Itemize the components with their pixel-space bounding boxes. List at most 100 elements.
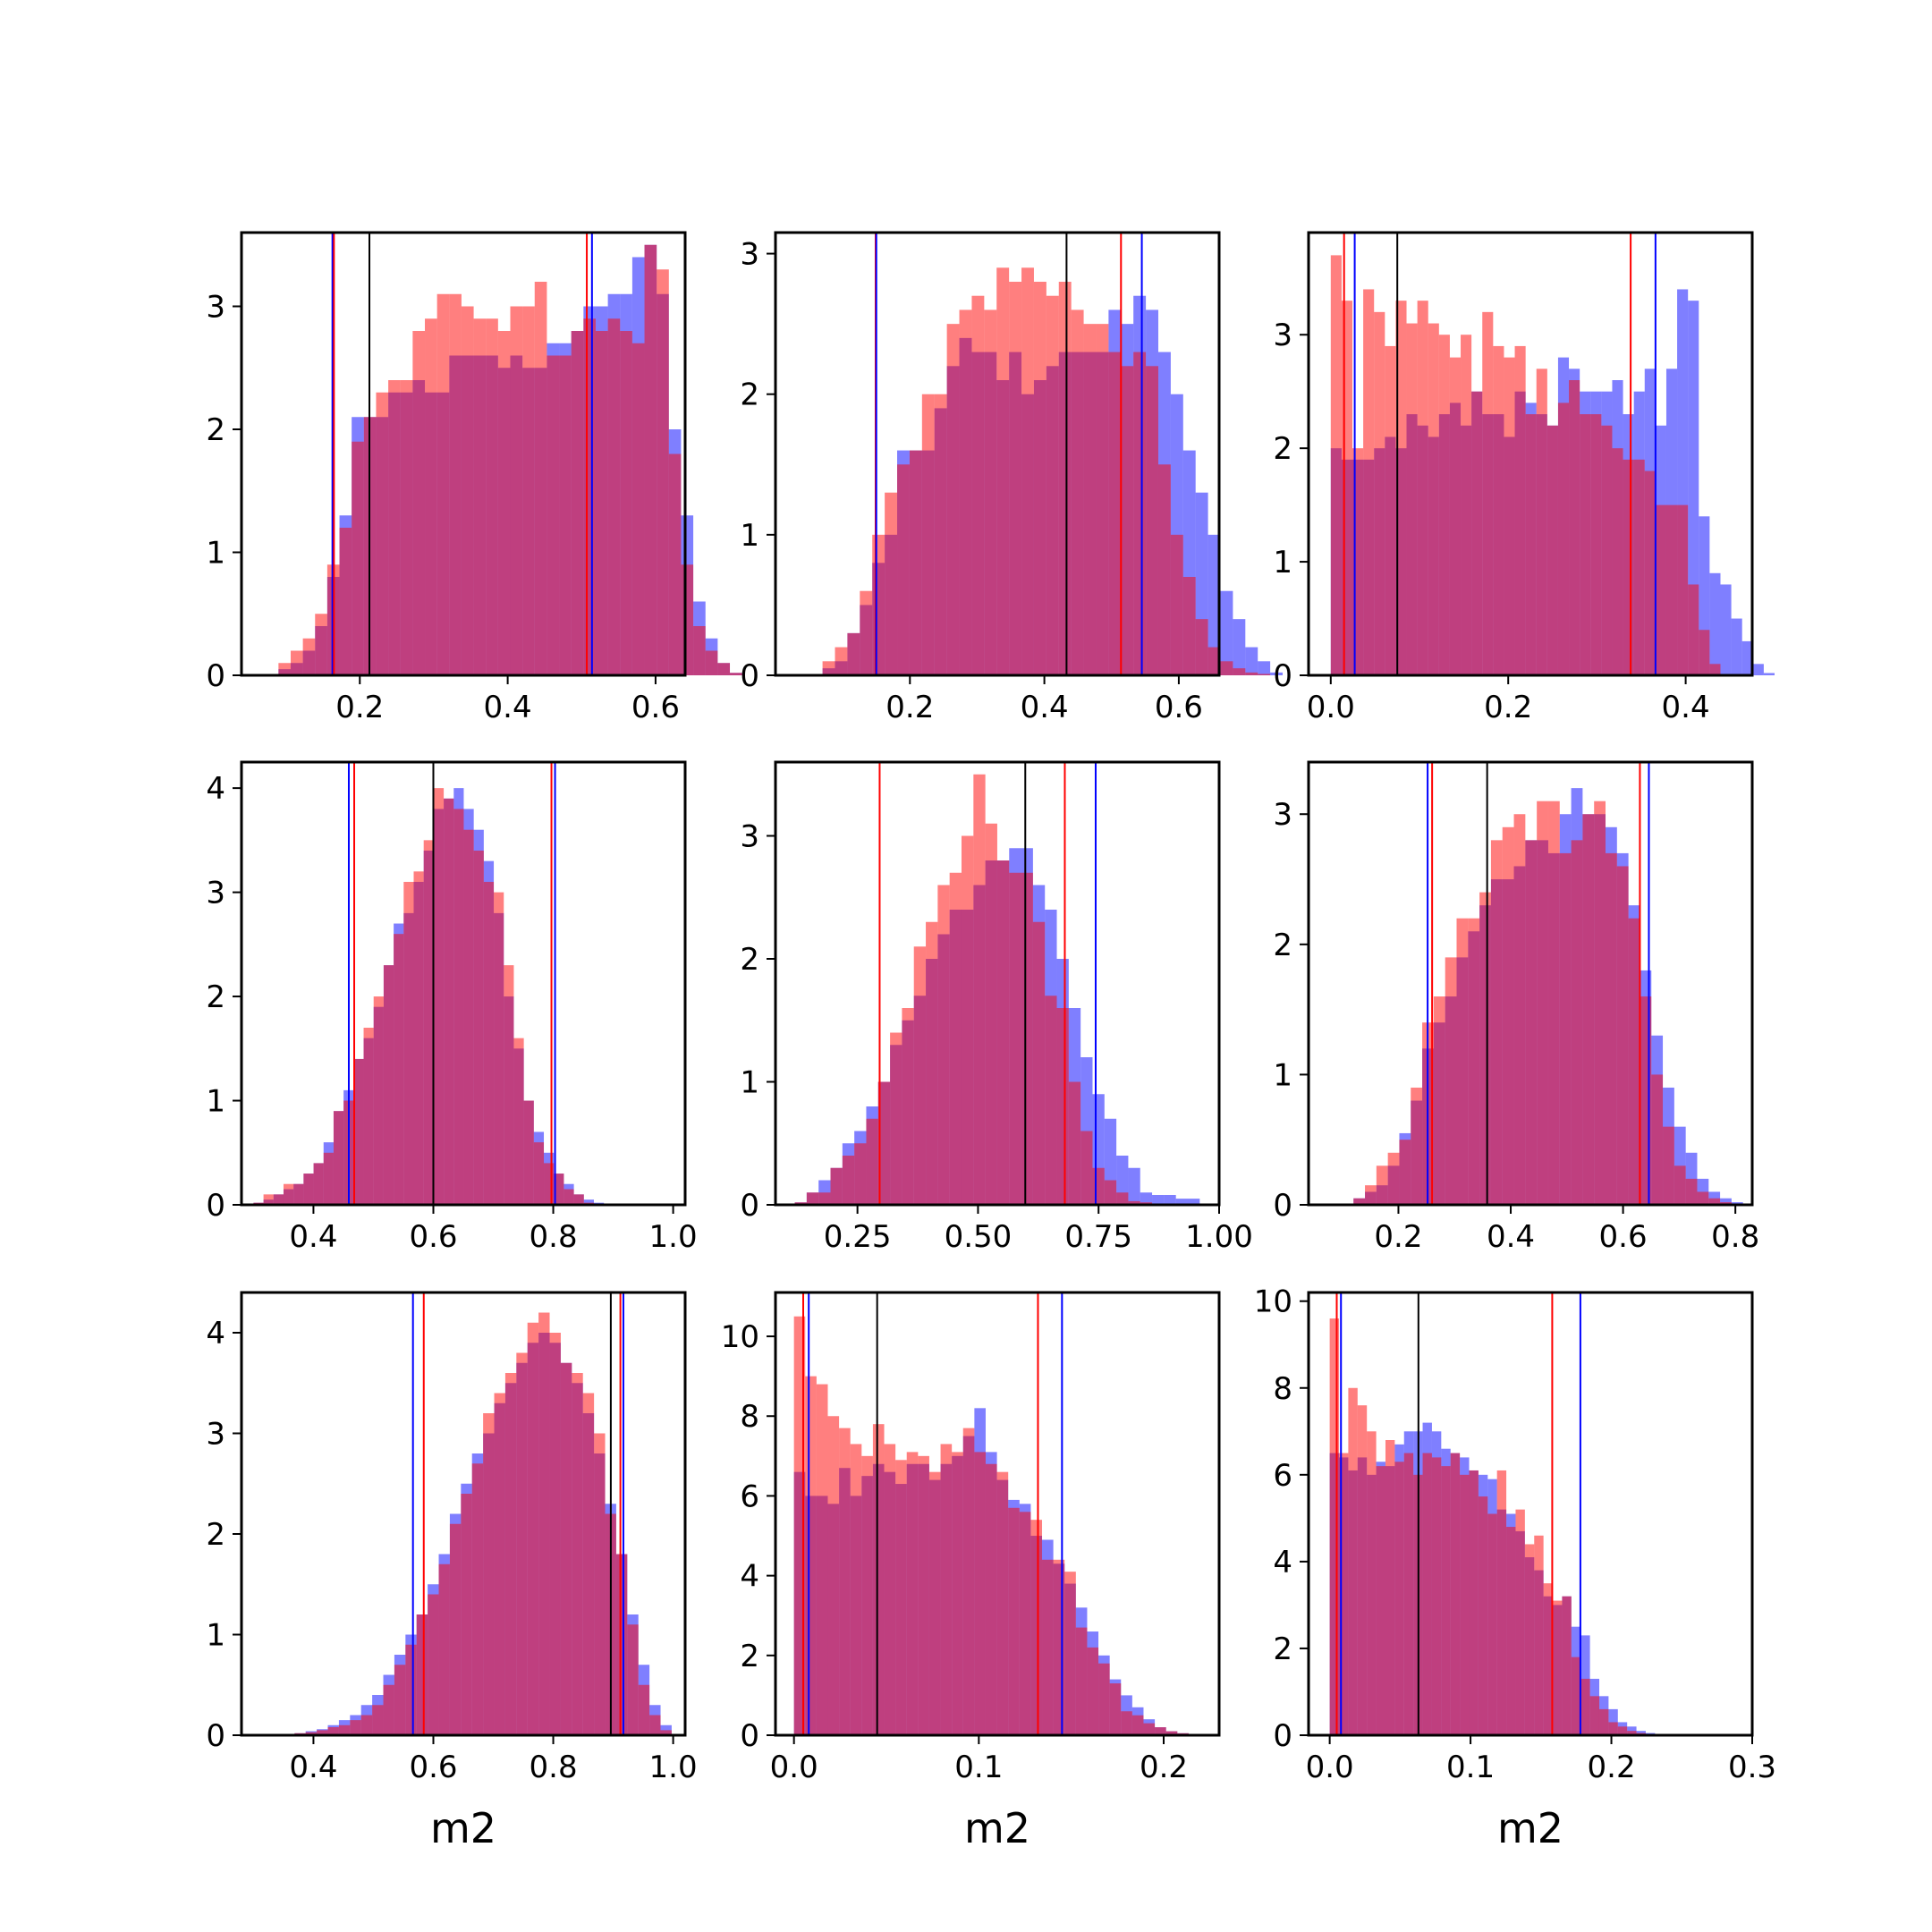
y-tick-label: 1 (206, 536, 225, 572)
histogram-bar (303, 1174, 314, 1205)
histogram-bar (949, 872, 962, 1205)
histogram-bar (486, 318, 498, 675)
y-tick-label: 3 (740, 819, 759, 855)
histogram-bar (959, 309, 972, 675)
y-tick-label: 4 (206, 771, 225, 807)
histogram-bar (1496, 1470, 1507, 1735)
histogram-bar (449, 293, 462, 675)
histogram-bar (973, 774, 986, 1205)
x-tick-label: 0.0 (1307, 690, 1355, 725)
x-tick-label: 0.6 (631, 690, 680, 725)
histogram-bar (1208, 534, 1221, 675)
histogram-bar (1559, 852, 1572, 1205)
histogram-bar (1021, 267, 1034, 675)
histogram-bar (444, 798, 454, 1205)
histogram-bar (860, 590, 873, 675)
histogram-bar (376, 392, 389, 675)
histogram-bar (1403, 1453, 1414, 1735)
histogram-bar (1165, 1731, 1178, 1735)
histogram-bar (572, 1373, 583, 1735)
histogram-bar (1128, 1167, 1140, 1205)
y-tick-label: 4 (740, 1559, 759, 1595)
histogram-bar (538, 1312, 550, 1735)
y-tick-label: 2 (206, 412, 225, 448)
y-tick-label: 1 (1273, 545, 1292, 580)
x-tick-label: 0.2 (1140, 1750, 1188, 1785)
histogram-bar (1155, 1727, 1166, 1735)
histogram-bar (1188, 1199, 1200, 1205)
histogram-bar (1033, 282, 1046, 675)
histogram-bar (1233, 619, 1246, 675)
histogram-bar (1580, 1678, 1590, 1735)
x-tick-label: 0.3 (1728, 1750, 1776, 1785)
histogram-bar (631, 343, 645, 675)
histogram-bar (1606, 852, 1617, 1205)
histogram-bar (1515, 1509, 1525, 1735)
histogram-bar (681, 564, 694, 675)
histogram-bar (1431, 1457, 1442, 1735)
histogram-bar (847, 632, 860, 675)
histogram-bar (818, 1192, 831, 1205)
histogram-bar (1220, 661, 1233, 675)
histogram-bar (1245, 672, 1258, 675)
histogram-bar (1741, 640, 1753, 675)
histogram-bar (1546, 425, 1558, 675)
histogram-bar (513, 1038, 524, 1205)
histogram-panel-2: 0.2 0.4 0.6 0 1 2 3 (740, 231, 1284, 725)
histogram-bar (638, 1684, 650, 1735)
histogram-bar (1651, 1074, 1664, 1205)
histogram-bar (1032, 921, 1046, 1205)
histogram-bar (962, 1428, 975, 1735)
histogram-bar (1460, 1474, 1470, 1735)
y-tick-label: 2 (740, 942, 759, 978)
histogram-bar (984, 309, 997, 675)
histogram-bar (373, 996, 384, 1205)
histogram-bar (1471, 391, 1483, 675)
histogram-bar (1627, 1731, 1637, 1735)
histogram-bar (350, 1720, 361, 1735)
histogram-bar (872, 534, 886, 675)
histogram-bar (1170, 534, 1183, 675)
histogram-panel-3: 0.0 0.2 0.4 0 1 2 3 (1273, 231, 1775, 725)
histogram-bar (1009, 282, 1022, 675)
x-tick-label: 0.0 (1306, 1750, 1354, 1785)
histogram-bar (1571, 840, 1583, 1205)
histogram-bar (554, 1174, 564, 1205)
histogram-bar (805, 1376, 817, 1735)
histogram-bar (560, 1362, 572, 1735)
histogram-bar (522, 306, 535, 675)
histogram-bar (1395, 301, 1407, 675)
histogram-bar (573, 1194, 584, 1205)
histogram-bar (913, 946, 927, 1205)
histogram-bar (1487, 1513, 1497, 1735)
histogram-bar (1019, 1512, 1031, 1735)
histogram-bar (1121, 1711, 1132, 1735)
histogram-bar (549, 1333, 561, 1735)
histogram-bar (985, 823, 997, 1205)
y-tick-label: 4 (1273, 1545, 1292, 1580)
histogram-bar (352, 441, 364, 675)
histogram-bar (1763, 673, 1775, 675)
histogram-bar (985, 1463, 997, 1735)
histogram-panel-8: 0.0 0.1 0.2 0 2 4 6 8 10 m2 (721, 1291, 1221, 1852)
histogram-bar (510, 306, 523, 675)
x-tick-label: 0.4 (1487, 1219, 1535, 1255)
histogram-bar (1589, 1696, 1599, 1735)
histogram-bar (1133, 352, 1147, 675)
histogram-bar (1623, 459, 1634, 675)
y-tick-label: 0 (740, 1718, 759, 1754)
series-red (793, 1316, 1200, 1735)
x-tick-label: 0.1 (954, 1750, 1003, 1785)
histogram-bar (620, 331, 632, 675)
axes-frame (1307, 760, 1754, 1207)
histogram-bar (383, 1684, 394, 1735)
y-tick-label: 2 (740, 1639, 759, 1674)
histogram-bar (1644, 470, 1656, 675)
histogram-bar (926, 921, 938, 1205)
histogram-bar (523, 1100, 534, 1205)
histogram-bar (1053, 1559, 1065, 1735)
histogram-bar (1042, 1559, 1054, 1735)
y-tick-label: 1 (740, 518, 759, 554)
histogram-bar (1582, 814, 1595, 1205)
histogram-bar (1083, 324, 1097, 675)
